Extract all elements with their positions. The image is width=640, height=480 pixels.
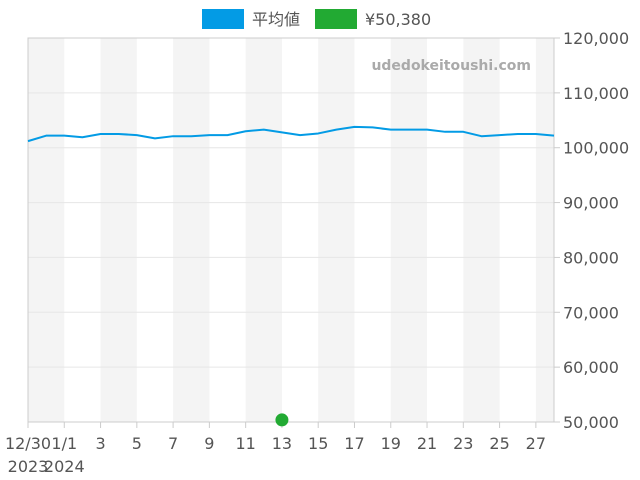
x-tick-label: 27 [526, 434, 546, 453]
x-tick-label: 9 [204, 434, 214, 453]
legend-label-average: 平均値 [252, 10, 300, 29]
x-tick-label: 15 [308, 434, 328, 453]
y-tick-label: 110,000 [563, 84, 629, 103]
x-tick-label: 19 [381, 434, 401, 453]
legend-swatch-average [202, 9, 244, 29]
shaded-band [100, 38, 137, 422]
x-tick-label: 23 [453, 434, 473, 453]
x-tick-label: 5 [132, 434, 142, 453]
series-layer [27, 125, 555, 427]
average-price-line [27, 125, 555, 143]
week-bands [28, 38, 554, 422]
shaded-band [173, 38, 210, 422]
y-axis-ticks: 50,000 60,000 70,000 80,000 90,000 100,000 110… [563, 29, 629, 432]
legend: 平均値 ¥50,380 [202, 9, 431, 29]
x-tick-label: 13 [272, 434, 292, 453]
watermark: udedokeitoushi.com [371, 58, 531, 74]
shaded-band [390, 38, 428, 422]
y-tick-label: 50,000 [563, 413, 619, 432]
x-tick-label: 7 [168, 434, 178, 453]
shaded-band [535, 38, 554, 422]
y-tick-label: 70,000 [563, 303, 619, 322]
y-tick-label: 80,000 [563, 248, 619, 267]
x-tick-label: 1/1 [51, 434, 77, 453]
shaded-band [463, 38, 500, 422]
legend-label-price: ¥50,380 [365, 10, 431, 29]
x-tick-year: 2023 [8, 457, 49, 476]
x-tick-label: 11 [235, 434, 255, 453]
x-tick-label: 25 [489, 434, 509, 453]
axes [27, 37, 555, 423]
y-tick-label: 120,000 [563, 29, 629, 48]
price-point [275, 413, 289, 427]
shaded-band [28, 38, 65, 422]
legend-swatch-price [315, 9, 357, 29]
shaded-band [245, 38, 282, 422]
x-tick-label: 17 [344, 434, 364, 453]
shaded-band [318, 38, 355, 422]
x-tick-label: 21 [417, 434, 437, 453]
plot-frame [27, 37, 555, 423]
y-tick-label: 60,000 [563, 358, 619, 377]
x-tick-label: 12/30 [5, 434, 51, 453]
x-tick-year: 2024 [44, 457, 85, 476]
y-tick-label: 100,000 [563, 139, 629, 158]
y-tick-label: 90,000 [563, 194, 619, 213]
x-tick-label: 3 [95, 434, 105, 453]
